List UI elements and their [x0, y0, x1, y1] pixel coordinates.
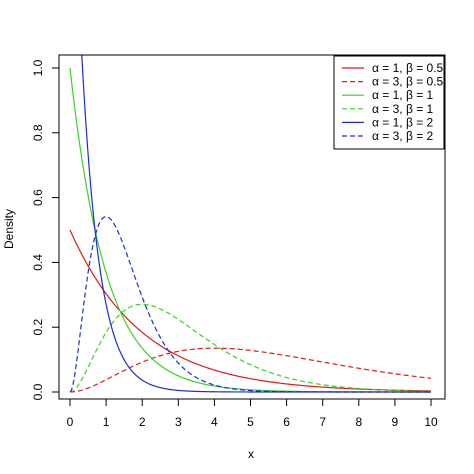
x-tick-label: 8: [355, 415, 362, 429]
y-tick-label: 0.8: [31, 124, 45, 141]
x-tick-label: 1: [103, 415, 110, 429]
legend-box: [333, 55, 445, 150]
x-axis: 0 1 2 3 4 5 6 7 8 9 10: [67, 398, 438, 429]
x-tick-label: 6: [283, 415, 290, 429]
y-tick-label: 0.4: [31, 254, 45, 271]
legend-label: α = 1, β = 2: [372, 115, 434, 129]
series-line: [69, 303, 432, 393]
y-tick-label: 0.0: [31, 383, 45, 400]
x-tick-label: 0: [67, 415, 74, 429]
legend-label: α = 3, β = 1: [372, 102, 434, 116]
y-tick-label: 0.6: [31, 189, 45, 206]
x-tick-label: 10: [424, 415, 438, 429]
series-line: [69, 229, 432, 392]
legend-label: α = 1, β = 1: [372, 88, 434, 102]
y-tick-label: 0.2: [31, 319, 45, 336]
legend-label: α = 3, β = 2: [372, 129, 434, 143]
x-tick-label: 4: [211, 415, 218, 429]
x-axis-title: x: [248, 447, 254, 461]
y-axis-title: Density: [2, 209, 16, 249]
x-tick-label: 5: [247, 415, 254, 429]
series-lines: [69, 55, 432, 393]
x-tick-label: 7: [319, 415, 326, 429]
legend-label: α = 1, β = 0.5: [372, 61, 444, 75]
x-tick-label: 3: [175, 415, 182, 429]
legend-label: α = 3, β = 0.5: [372, 75, 444, 89]
series-line: [69, 347, 432, 393]
legend: α = 1, β = 0.5α = 3, β = 0.5α = 1, β = 1…: [333, 55, 445, 150]
x-tick-label: 2: [139, 415, 146, 429]
series-line: [69, 216, 431, 393]
y-tick-label: 1.0: [31, 59, 45, 76]
x-tick-label: 9: [392, 415, 399, 429]
y-axis: 0.0 0.2 0.4 0.6 0.8 1.0: [31, 59, 60, 400]
